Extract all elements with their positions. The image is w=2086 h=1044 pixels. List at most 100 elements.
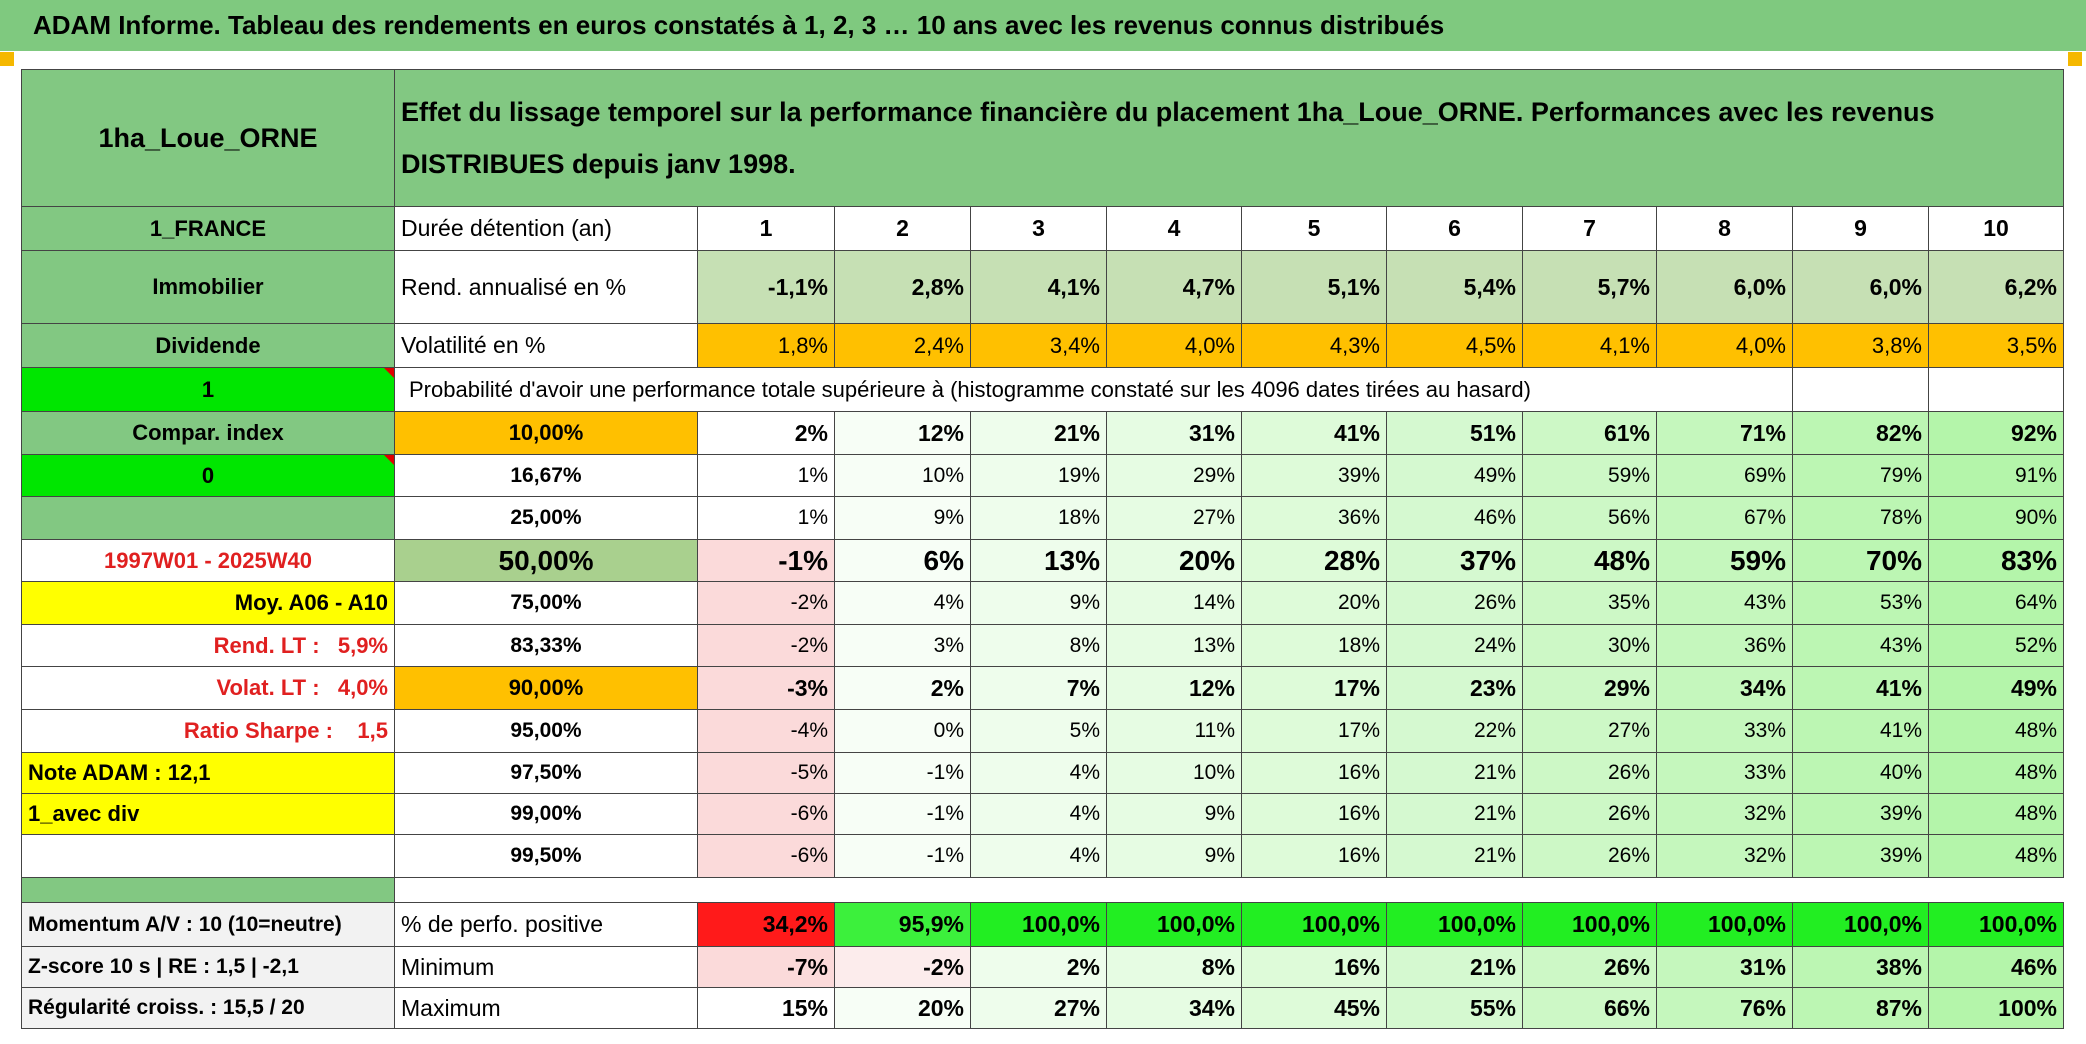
value-cell: 70% — [1792, 539, 1929, 582]
value-cell: 32% — [1656, 793, 1793, 835]
value-cell: 6% — [834, 539, 971, 582]
value-cell: 48% — [1928, 752, 2064, 794]
value-cell: 26% — [1522, 793, 1657, 835]
value-cell: 32% — [1656, 834, 1793, 878]
value-cell: 1% — [697, 496, 835, 540]
value-cell: 8% — [1106, 946, 1242, 988]
value-cell: 4,0% — [1656, 323, 1793, 368]
value-cell: 2% — [697, 411, 835, 455]
value-cell: 56% — [1522, 496, 1657, 540]
value-cell: 49% — [1928, 666, 2064, 710]
value-cell: 34% — [1656, 666, 1793, 710]
value-cell: 31% — [1656, 946, 1793, 988]
value-cell: 35% — [1522, 581, 1657, 625]
value-cell: 30% — [1522, 624, 1657, 667]
value-cell: 33% — [1656, 752, 1793, 794]
value-cell: 2,8% — [834, 250, 971, 324]
marker — [0, 52, 14, 66]
value-cell: 6 — [1386, 206, 1523, 251]
value-cell: 10% — [834, 454, 971, 497]
value-cell: 26% — [1522, 946, 1657, 988]
value-cell: 2% — [970, 946, 1107, 988]
value-cell: 55% — [1386, 987, 1523, 1029]
row-label: Probabilité d'avoir une performance tota… — [394, 367, 1793, 412]
value-cell: 2% — [834, 666, 971, 710]
value-cell: -2% — [697, 624, 835, 667]
value-cell: 39% — [1792, 834, 1929, 878]
comment-marker — [384, 368, 394, 378]
value-cell: 2,4% — [834, 323, 971, 368]
empty-cell — [1928, 367, 2064, 412]
value-cell: 100,0% — [1792, 902, 1929, 947]
value-cell: -1% — [834, 752, 971, 794]
marker — [2068, 52, 2082, 66]
value-cell: 78% — [1792, 496, 1929, 540]
value-cell: 2 — [834, 206, 971, 251]
value-cell: 21% — [1386, 793, 1523, 835]
value-cell: 3,4% — [970, 323, 1107, 368]
value-cell: 4,5% — [1386, 323, 1523, 368]
value-cell: 28% — [1241, 539, 1387, 582]
side-cell: 0 — [21, 454, 395, 497]
value-cell: 36% — [1241, 496, 1387, 540]
value-cell: 87% — [1792, 987, 1929, 1029]
side-cell: Volat. LT : 4,0% — [21, 666, 395, 710]
side-cell: Momentum A/V : 10 (10=neutre) — [21, 902, 395, 947]
value-cell: 6,0% — [1656, 250, 1793, 324]
row-label: Minimum — [394, 946, 698, 988]
value-cell: 100% — [1928, 987, 2064, 1029]
value-cell: 66% — [1522, 987, 1657, 1029]
value-cell: 82% — [1792, 411, 1929, 455]
value-cell: 7% — [970, 666, 1107, 710]
side-cell: Immobilier — [21, 250, 395, 324]
value-cell: 100,0% — [970, 902, 1107, 947]
value-cell: -1,1% — [697, 250, 835, 324]
value-cell: 0% — [834, 709, 971, 753]
value-cell: -1% — [697, 539, 835, 582]
value-cell: -4% — [697, 709, 835, 753]
side-cell — [21, 834, 395, 878]
side-cell: 1997W01 - 2025W40 — [21, 539, 395, 582]
row-label: 90,00% — [394, 666, 698, 710]
side-cell: Rend. LT : 5,9% — [21, 624, 395, 667]
value-cell: 67% — [1656, 496, 1793, 540]
value-cell: 4% — [834, 581, 971, 625]
value-cell: 46% — [1386, 496, 1523, 540]
value-cell: 37% — [1386, 539, 1523, 582]
value-cell: 12% — [834, 411, 971, 455]
spacer-cell — [21, 877, 395, 903]
value-cell: 4,7% — [1106, 250, 1242, 324]
value-cell: 16% — [1241, 834, 1387, 878]
side-cell — [21, 496, 395, 540]
value-cell: 79% — [1792, 454, 1929, 497]
value-cell: 33% — [1656, 709, 1793, 753]
value-cell: 16% — [1241, 752, 1387, 794]
value-cell: 21% — [1386, 946, 1523, 988]
row-label: 25,00% — [394, 496, 698, 540]
value-cell: 48% — [1928, 709, 2064, 753]
value-cell: 46% — [1928, 946, 2064, 988]
value-cell: 18% — [970, 496, 1107, 540]
value-cell: 14% — [1106, 581, 1242, 625]
value-cell: 9% — [834, 496, 971, 540]
value-cell: 41% — [1241, 411, 1387, 455]
value-cell: 59% — [1656, 539, 1793, 582]
value-cell: 83% — [1928, 539, 2064, 582]
value-cell: 21% — [1386, 834, 1523, 878]
row-label: 95,00% — [394, 709, 698, 753]
value-cell: 26% — [1522, 834, 1657, 878]
value-cell: 4 — [1106, 206, 1242, 251]
row-label: Rend. annualisé en % — [394, 250, 698, 324]
value-cell: 5,7% — [1522, 250, 1657, 324]
value-cell: 53% — [1792, 581, 1929, 625]
value-cell: 9 — [1792, 206, 1929, 251]
value-cell: 8% — [970, 624, 1107, 667]
value-cell: 1% — [697, 454, 835, 497]
value-cell: 38% — [1792, 946, 1929, 988]
value-cell: 13% — [1106, 624, 1242, 667]
value-cell: 6,2% — [1928, 250, 2064, 324]
value-cell: 17% — [1241, 709, 1387, 753]
side-cell: Compar. index — [21, 411, 395, 455]
value-cell: 45% — [1241, 987, 1387, 1029]
value-cell: 24% — [1386, 624, 1523, 667]
